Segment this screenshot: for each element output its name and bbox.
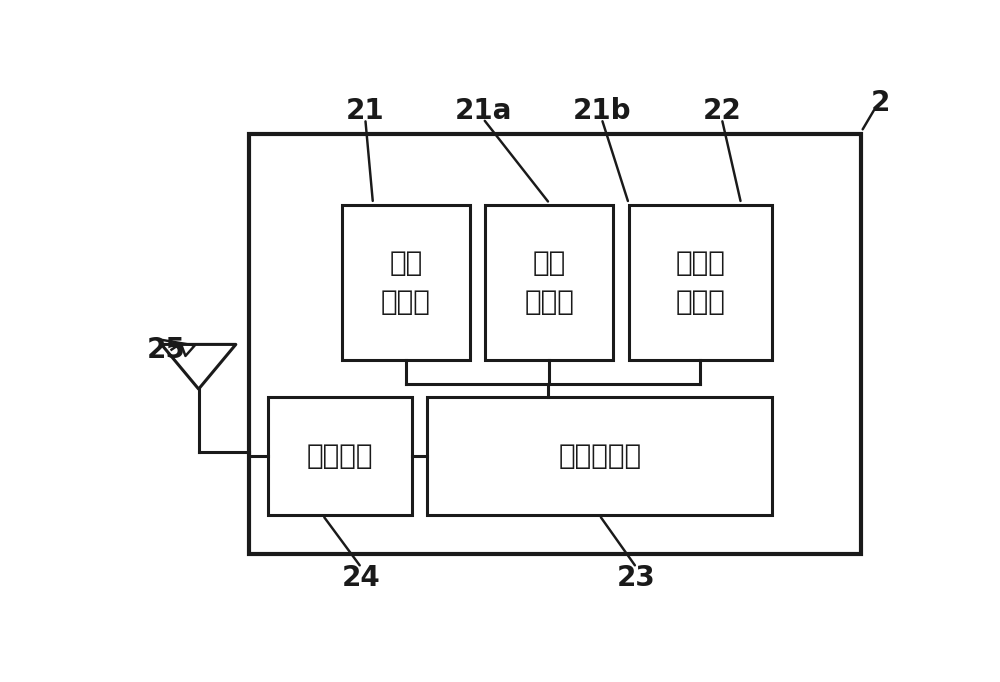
Text: 微型计算机: 微型计算机 <box>558 442 641 470</box>
Bar <box>268 397 412 515</box>
Text: 温度
传感器: 温度 传感器 <box>524 249 574 316</box>
Bar <box>485 205 613 360</box>
Text: 21b: 21b <box>572 97 631 125</box>
Bar <box>342 205 470 360</box>
Bar <box>427 397 772 515</box>
Text: 压力
传感器: 压力 传感器 <box>381 249 431 316</box>
Text: 发送电路: 发送电路 <box>307 442 373 470</box>
Bar <box>249 134 861 554</box>
Bar <box>629 205 772 360</box>
Text: 23: 23 <box>617 564 656 592</box>
Text: 22: 22 <box>702 97 741 125</box>
Text: 2: 2 <box>871 89 890 117</box>
Text: 24: 24 <box>342 564 381 592</box>
Text: 25: 25 <box>147 336 186 364</box>
Text: 21: 21 <box>346 97 385 125</box>
Text: 21a: 21a <box>454 97 512 125</box>
Text: 加速度
传感器: 加速度 传感器 <box>676 249 725 316</box>
